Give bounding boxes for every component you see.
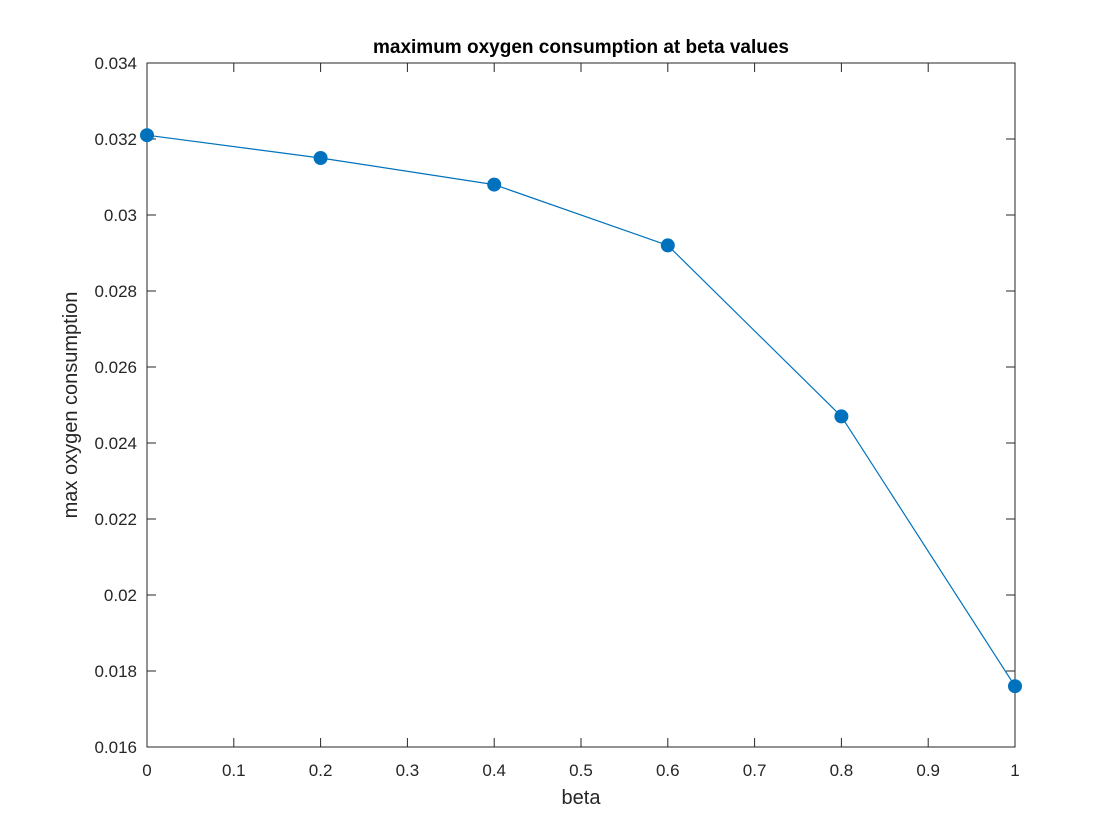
- x-tick-label: 0.1: [222, 761, 246, 780]
- y-tick-label: 0.032: [94, 130, 137, 149]
- y-tick-label: 0.016: [94, 738, 137, 757]
- data-point: [487, 177, 502, 192]
- chart-title: maximum oxygen consumption at beta value…: [373, 37, 789, 58]
- axis-tick-labels: 0 0.1 0.2 0.3 0.4 0.5 0.6 0.7 0.8 0.9 1 0.016 0.018 0…: [94, 54, 1019, 780]
- x-tick-label: 1: [1010, 761, 1019, 780]
- x-tick-label: 0: [142, 761, 151, 780]
- series-line: [146, 134, 1016, 687]
- y-tick-label: 0.024: [94, 434, 137, 453]
- data-point: [834, 409, 849, 424]
- x-axis-label: beta: [562, 787, 602, 809]
- x-tick-label: 0.5: [569, 761, 593, 780]
- data-point: [140, 128, 154, 143]
- y-tick-label: 0.02: [104, 586, 137, 605]
- data-point: [313, 151, 328, 165]
- y-tick-label: 0.022: [94, 510, 137, 529]
- x-tick-label: 0.2: [309, 761, 333, 780]
- x-tick-label: 0.3: [396, 761, 420, 780]
- axis-ticks: [146, 62, 1016, 748]
- x-tick-label: 0.7: [743, 761, 767, 780]
- data-point: [1008, 679, 1022, 694]
- data-point: [660, 238, 675, 253]
- y-tick-label: 0.026: [94, 358, 137, 377]
- y-tick-label: 0.018: [94, 662, 137, 681]
- plot-area: [146, 62, 1016, 748]
- y-tick-label: 0.028: [94, 282, 137, 301]
- x-tick-label: 0.9: [916, 761, 940, 780]
- x-tick-label: 0.6: [656, 761, 680, 780]
- y-axis-label: max oxygen consumption: [60, 292, 82, 519]
- x-tick-label: 0.8: [830, 761, 854, 780]
- y-tick-label: 0.03: [104, 206, 137, 225]
- y-tick-label: 0.034: [94, 54, 137, 73]
- series-layer: [140, 128, 1022, 694]
- x-tick-label: 0.4: [482, 761, 506, 780]
